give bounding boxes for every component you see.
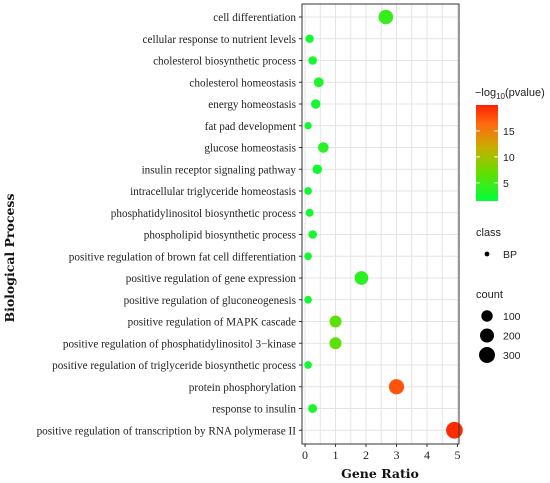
data-point	[308, 230, 317, 239]
y-tick-label: positive regulation of brown fat cell di…	[69, 251, 297, 263]
y-tick-label: cell differentiation	[213, 12, 296, 24]
y-tick-label: insulin receptor signaling pathway	[142, 164, 297, 176]
data-point	[304, 361, 312, 369]
y-tick-label: positive regulation of triglyceride bios…	[52, 360, 296, 372]
class-legend-title: class	[476, 227, 502, 239]
color-legend-title-suffix: (pvalue)	[505, 87, 545, 99]
y-tick-label: cholesterol homeostasis	[189, 77, 296, 89]
y-tick-label: positive regulation of transcription by …	[37, 425, 297, 437]
y-tick-label: positive regulation of phosphatidylinosi…	[63, 338, 296, 350]
y-tick-label: phospholipid biosynthetic process	[144, 230, 296, 242]
x-tick-label: 2	[363, 448, 369, 462]
y-tick-label: cholesterol biosynthetic process	[153, 56, 296, 68]
plot-background	[302, 4, 459, 444]
y-tick-label: protein phosphorylation	[189, 382, 297, 394]
x-tick-label: 5	[454, 448, 460, 462]
count-legend-key	[479, 347, 495, 363]
data-point	[304, 122, 312, 130]
data-point	[311, 99, 321, 109]
data-point	[304, 252, 312, 261]
data-point	[313, 77, 324, 88]
count-legend-key	[481, 310, 493, 322]
data-point	[354, 271, 369, 285]
y-tick-label: cellular response to nutrient levels	[143, 34, 296, 46]
data-point	[305, 34, 314, 43]
y-tick-label: response to insulin	[212, 404, 296, 416]
color-bar-tick-label: 15	[503, 126, 515, 138]
y-tick-label: positive regulation of MAPK cascade	[128, 317, 296, 329]
x-axis-title: Gene Ratio	[341, 466, 419, 481]
count-legend-label: 100	[503, 311, 521, 323]
count-legend-key	[480, 328, 494, 343]
data-point	[318, 142, 329, 153]
count-legend-label: 300	[503, 350, 521, 362]
class-legend-label: BP	[503, 249, 517, 261]
y-tick-label: positive regulation of gene expression	[126, 273, 297, 285]
data-point	[378, 9, 394, 25]
class-legend-key	[484, 251, 490, 257]
plot-area	[301, 3, 463, 445]
x-tick-label: 1	[333, 448, 339, 462]
x-tick-label: 0	[302, 448, 308, 462]
y-axis-title: Biological Process	[2, 194, 17, 323]
data-point	[312, 164, 323, 175]
data-point	[308, 404, 318, 413]
data-point	[446, 421, 463, 439]
x-axis-ticks: 0 1 2 3 4 5	[302, 444, 460, 462]
data-point	[305, 208, 314, 217]
y-tick-label: phosphatidylinositol biosynthetic proces…	[111, 208, 296, 220]
data-point	[388, 379, 405, 395]
data-point	[304, 295, 312, 304]
x-tick-label: 4	[424, 448, 430, 462]
y-tick-label: energy homeostasis	[208, 99, 296, 111]
color-bar-tick-label: 10	[503, 152, 515, 164]
color-legend-title: −log10(pvalue)	[475, 87, 545, 101]
color-bar	[476, 105, 498, 201]
data-point	[308, 56, 317, 65]
data-point	[329, 315, 342, 328]
y-tick-label: positive regulation of gluconeogenesis	[124, 295, 296, 307]
data-point	[329, 337, 342, 350]
count-legend-label: 200	[503, 331, 521, 343]
x-tick-label: 3	[394, 448, 400, 462]
y-tick-label: glucose homeostasis	[204, 143, 296, 155]
count-legend-items: 100 200 300	[479, 310, 521, 363]
color-bar-ticks: 5 10 15	[476, 126, 515, 190]
y-axis-term-labels: cell differentiation cellular response to…	[37, 12, 302, 437]
count-legend-title: count	[476, 289, 503, 301]
plot-border	[301, 3, 460, 445]
color-legend-title-prefix: −log	[475, 87, 496, 99]
color-legend-title-subscript: 10	[496, 92, 505, 101]
data-point	[304, 187, 312, 195]
color-bar-tick-label: 5	[503, 178, 509, 190]
y-tick-label: fat pad development	[205, 121, 297, 133]
class-legend-items: BP	[484, 249, 517, 261]
y-tick-label: intracellular triglyceride homeostasis	[130, 186, 296, 198]
